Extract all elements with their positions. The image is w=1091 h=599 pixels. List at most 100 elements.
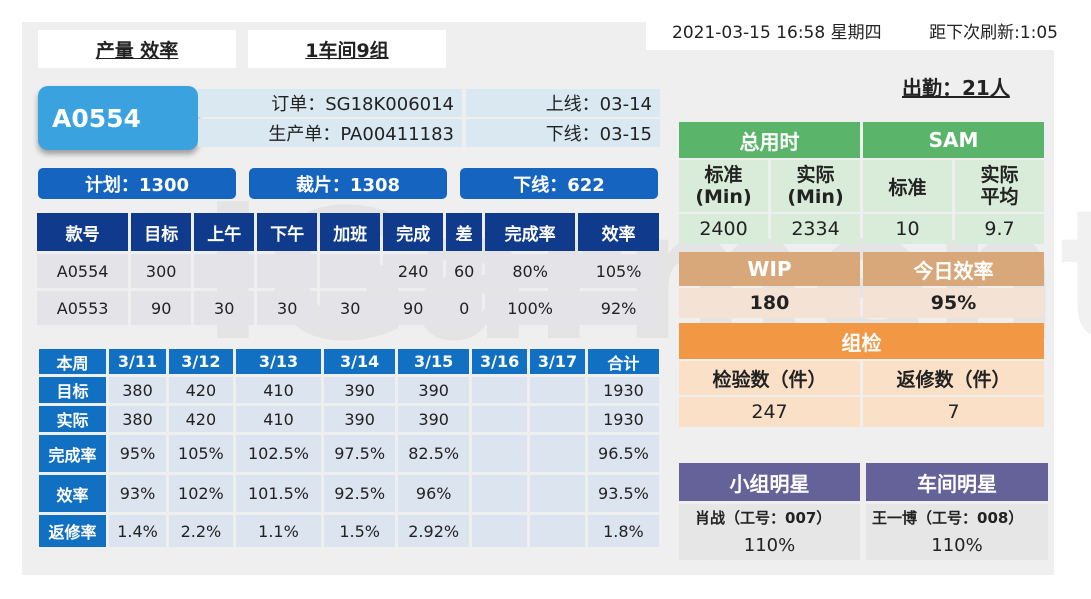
- table-cell: [530, 435, 585, 472]
- table-cell: 410: [235, 406, 322, 432]
- table-cell: 96%: [398, 475, 470, 512]
- table-cell: 0: [446, 291, 483, 325]
- table-cell: [472, 515, 528, 547]
- column-header: 款号: [37, 213, 129, 251]
- table-cell: 1.8%: [587, 515, 659, 547]
- row-header: 完成率: [39, 435, 107, 472]
- table-cell: [257, 254, 318, 288]
- table-cell: 1.5%: [324, 515, 396, 547]
- table-cell: 82.5%: [398, 435, 470, 472]
- table-cell: 90: [131, 291, 192, 325]
- column-header: 3/11: [109, 349, 166, 374]
- team-star-header: 小组明星: [679, 463, 860, 501]
- table-cell: [320, 254, 381, 288]
- table-cell: 102.5%: [235, 435, 322, 472]
- row-header: 返修率: [39, 515, 107, 547]
- std-min-value: 2400: [679, 214, 768, 244]
- column-header: 3/13: [235, 349, 322, 374]
- order-number: 订单：SG18K006014: [198, 89, 462, 117]
- column-header: 本周: [39, 349, 107, 374]
- table-cell: 380: [109, 406, 166, 432]
- table-cell: 105%: [168, 435, 233, 472]
- sam-avg-label: 实际 平均: [955, 160, 1044, 212]
- table-row[interactable]: A0553 90 30 30 30 90 0 100% 92%: [37, 291, 659, 325]
- table-cell: 390: [324, 406, 396, 432]
- table-row[interactable]: A0554 300 240 60 80% 105%: [37, 254, 659, 288]
- column-header: 3/17: [530, 349, 585, 374]
- tab-workshop-group[interactable]: 1车间9组: [248, 30, 446, 68]
- online-date: 上线：03-14: [466, 89, 660, 117]
- style-code-card[interactable]: A0554: [38, 86, 198, 150]
- table-cell: 30: [194, 291, 255, 325]
- rework-label: 返修数（件）: [863, 361, 1044, 395]
- table-cell: 410: [235, 377, 322, 403]
- table-cell: 390: [398, 406, 470, 432]
- table-cell: 60: [446, 254, 483, 288]
- column-header: 3/15: [398, 349, 470, 374]
- table-cell: 1930: [587, 406, 659, 432]
- column-header: 3/14: [324, 349, 396, 374]
- table-header-row: 本周 3/11 3/12 3/13 3/14 3/15 3/16 3/17 合计: [39, 349, 659, 374]
- table-cell: 80%: [485, 254, 576, 288]
- datetime-bar: 2021-03-15 16:58 星期四 距下次刷新:1:05: [646, 10, 1066, 50]
- column-header: 3/16: [472, 349, 528, 374]
- inspected-value: 247: [679, 397, 860, 427]
- table-cell: 390: [324, 377, 396, 403]
- sam-std-value: 10: [863, 214, 952, 244]
- cut-pill[interactable]: 裁片：1308: [249, 168, 447, 199]
- table-cell: A0553: [37, 291, 129, 325]
- table-cell: 420: [168, 377, 233, 403]
- style-code: A0554: [52, 103, 141, 133]
- total-time-header: 总用时: [679, 122, 860, 158]
- offline-date: 下线：03-15: [466, 119, 660, 147]
- table-cell: [472, 475, 528, 512]
- table-cell: 2.2%: [168, 515, 233, 547]
- dashboard-panel: iGarment 产量 效率 1车间9组 出勤：21人 A0554 订单：SG1…: [22, 22, 1091, 575]
- table-row[interactable]: 实际 380 420 410 390 390 1930: [39, 406, 659, 432]
- table-row[interactable]: 完成率 95% 105% 102.5% 97.5% 82.5% 96.5%: [39, 435, 659, 472]
- team-star-value: 110%: [679, 530, 860, 560]
- table-cell: [530, 515, 585, 547]
- table-header-row: 款号 目标 上午 下午 加班 完成 差 完成率 效率: [37, 213, 659, 251]
- column-header: 加班: [320, 213, 381, 251]
- table-cell: 92%: [578, 291, 659, 325]
- team-star-name: 肖战（工号：007）: [679, 504, 860, 530]
- table-cell: 93%: [109, 475, 166, 512]
- column-header: 差: [446, 213, 483, 251]
- column-header: 上午: [194, 213, 255, 251]
- table-cell: 1.1%: [235, 515, 322, 547]
- table-cell: 105%: [578, 254, 659, 288]
- inspected-label: 检验数（件）: [679, 361, 860, 395]
- table-row[interactable]: 返修率 1.4% 2.2% 1.1% 1.5% 2.92% 1.8%: [39, 515, 659, 547]
- table-cell: [472, 406, 528, 432]
- table-cell: 300: [131, 254, 192, 288]
- wip-value: 180: [679, 288, 860, 318]
- table-row[interactable]: 目标 380 420 410 390 390 1930: [39, 377, 659, 403]
- table-cell: [194, 254, 255, 288]
- table-cell: [472, 435, 528, 472]
- act-min-value: 2334: [771, 214, 860, 244]
- table-cell: [530, 406, 585, 432]
- table-cell: [530, 475, 585, 512]
- table-cell: 90: [383, 291, 444, 325]
- datetime-text: 2021-03-15 16:58 星期四: [672, 22, 882, 43]
- table-cell: [530, 377, 585, 403]
- table-cell: 380: [109, 377, 166, 403]
- plan-pill[interactable]: 计划：1300: [38, 168, 236, 199]
- table-cell: 1.4%: [109, 515, 166, 547]
- rework-value: 7: [863, 397, 1044, 427]
- done-pill[interactable]: 下线：622: [460, 168, 658, 199]
- sam-header: SAM: [863, 122, 1044, 158]
- tab-output-efficiency[interactable]: 产量 效率: [38, 30, 236, 68]
- attendance-label: 出勤：21人: [902, 76, 1010, 100]
- production-number: 生产单：PA00411183: [198, 119, 462, 147]
- table-cell: 240: [383, 254, 444, 288]
- table-cell: 97.5%: [324, 435, 396, 472]
- workshop-star-name: 王一博（工号：008）: [866, 504, 1048, 530]
- column-header: 目标: [131, 213, 192, 251]
- table-cell: 30: [257, 291, 318, 325]
- act-min-label: 实际 (Min): [771, 160, 860, 212]
- table-row[interactable]: 效率 93% 102% 101.5% 92.5% 96% 93.5%: [39, 475, 659, 512]
- sam-std-label: 标准: [863, 160, 952, 212]
- column-header: 下午: [257, 213, 318, 251]
